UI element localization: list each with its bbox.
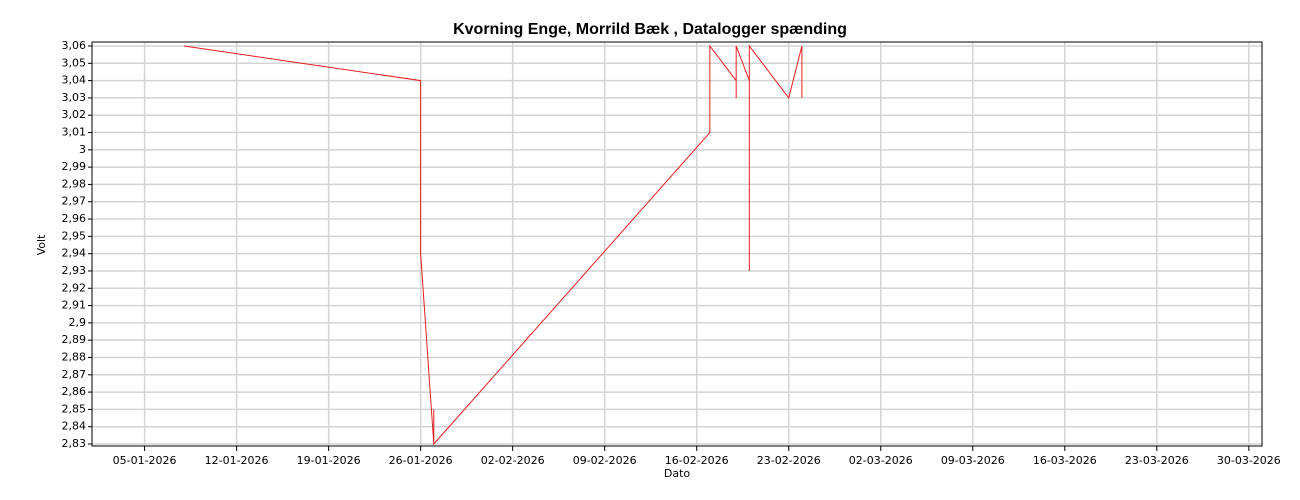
x-tick-label: 19-01-2026 [297, 454, 361, 467]
y-tick-label: 2,9 [69, 316, 87, 329]
y-tick-label: 2,88 [62, 350, 87, 363]
x-tick-label: 26-01-2026 [389, 454, 453, 467]
y-tick-label: 2,92 [62, 281, 87, 294]
x-tick-label: 12-01-2026 [205, 454, 269, 467]
chart-title: Kvorning Enge, Morrild Bæk , Datalogger … [453, 21, 847, 38]
plot [183, 44, 803, 446]
y-tick-label: 2,94 [62, 247, 87, 260]
grid [92, 42, 1262, 446]
x-tick-label: 02-02-2026 [481, 454, 545, 467]
plot-frame [91, 41, 1263, 447]
x-tick-label: 16-02-2026 [665, 454, 729, 467]
y-tick-label: 2,91 [62, 299, 87, 312]
y-tick-label: 3 [79, 143, 86, 156]
y-tick-label: 2,93 [62, 264, 87, 277]
y-tick-label: 3,01 [62, 126, 87, 139]
y-tick-label: 2,98 [62, 177, 87, 190]
x-tick-label: 30-03-2026 [1217, 454, 1281, 467]
y-tick-label: 2,95 [62, 229, 87, 242]
x-axis-label: Dato [664, 467, 691, 480]
x-tick-label: 23-02-2026 [757, 454, 821, 467]
data-line [183, 44, 803, 446]
x-tick-label: 16-03-2026 [1033, 454, 1097, 467]
y-tick-label: 2,89 [62, 333, 87, 346]
y-tick-label: 3,02 [62, 108, 87, 121]
x-tick-label: 02-03-2026 [849, 454, 913, 467]
y-tick-label: 2,83 [62, 437, 87, 450]
x-tick-label: 05-01-2026 [113, 454, 177, 467]
y-tick-label: 2,87 [62, 368, 87, 381]
y-tick-label: 3,06 [62, 39, 87, 52]
y-tick-label: 2,84 [62, 420, 87, 433]
y-tick-label: 2,97 [62, 195, 87, 208]
y-tick-label: 2,86 [62, 385, 87, 398]
x-tick-label: 09-02-2026 [573, 454, 637, 467]
x-tick-label: 23-03-2026 [1125, 454, 1189, 467]
y-tick-label: 3,03 [62, 91, 87, 104]
y-tick-label: 2,99 [62, 160, 87, 173]
y-tick-label: 3,04 [62, 74, 87, 87]
y-axis-label: Volt [35, 234, 48, 255]
y-tick-label: 2,96 [62, 212, 87, 225]
y-tick-label: 2,85 [62, 402, 87, 415]
x-tick-label: 09-03-2026 [941, 454, 1005, 467]
y-tick-label: 3,05 [62, 56, 87, 69]
